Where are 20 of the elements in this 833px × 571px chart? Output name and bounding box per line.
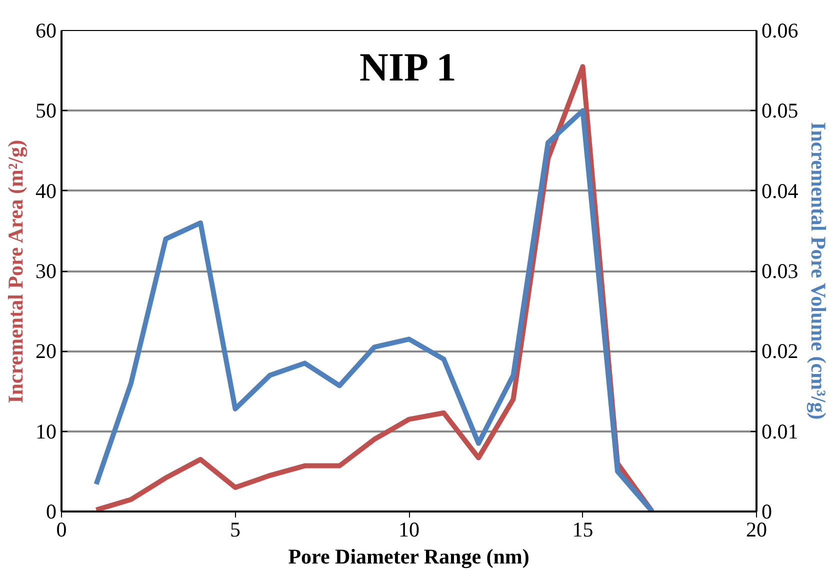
y-tick-label: 40 [36,178,56,203]
y-tick-label: 50 [36,98,56,123]
y-tick-label: 60 [36,18,56,42]
y-axis-title: Incremental Pore Area (m²/g) [4,140,28,404]
x-tick-label: 10 [398,518,420,542]
y2-axis-title: Incremental Pore Volume (cm³/g) [806,122,830,420]
y-tick-label: 20 [36,339,56,364]
x-axis-title: Pore Diameter Range (nm) [288,544,530,568]
y-tick-label: 30 [36,259,56,283]
y2-tick-label: 0.05 [762,98,798,123]
y2-tick-label: 0.04 [762,178,799,203]
x-tick-label: 15 [572,518,594,542]
y2-tick-label: 0.02 [762,339,798,364]
y-tick-label: 10 [36,419,56,444]
x-tick-label: 5 [230,518,240,542]
chart-title: NIP 1 [360,44,456,90]
y2-tick-label: 0.06 [762,18,798,42]
y2-tick-label: 0.01 [762,419,798,444]
y-tick-label: 0 [46,500,56,524]
y2-tick-label: 0.03 [762,259,798,283]
